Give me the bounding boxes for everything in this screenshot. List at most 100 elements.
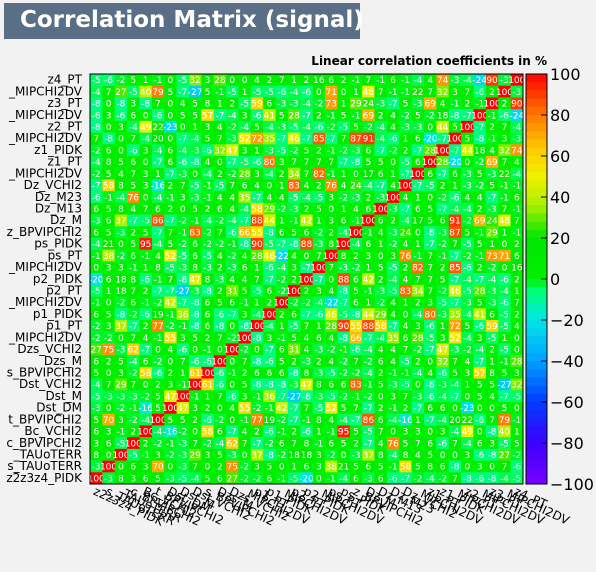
cell-value-label: 0 xyxy=(143,381,149,391)
cell-value-label: 52 xyxy=(165,252,176,262)
heatmap-cell xyxy=(226,97,239,110)
cell-value-label: -2 xyxy=(129,416,138,426)
cell-value-label: 32 xyxy=(189,76,200,86)
heatmap-cell xyxy=(102,214,116,227)
color-scale-step xyxy=(526,361,547,370)
cell-value-label: -23 xyxy=(163,123,178,133)
cell-value-label: 2 xyxy=(514,275,520,285)
heatmap-cell xyxy=(337,109,351,122)
cell-value-label: 0 xyxy=(341,451,347,461)
cell-value-label: 6 xyxy=(242,264,248,274)
cell-value-label: 6 xyxy=(130,463,136,473)
cell-value-label: -8 xyxy=(290,369,299,379)
heatmap-cell xyxy=(102,144,116,157)
heatmap-cell xyxy=(213,85,227,98)
cell-value-label: -1 xyxy=(154,334,163,344)
cell-value-label: -8 xyxy=(215,322,224,332)
cell-value-label: -2 xyxy=(215,240,224,250)
cell-value-label: -4 xyxy=(413,369,422,379)
cell-value-label: -4 xyxy=(500,287,509,297)
cell-value-label: -4 xyxy=(129,357,138,367)
cell-value-label: 4 xyxy=(267,193,273,203)
cell-value-label: -2 xyxy=(463,217,472,227)
cell-value-label: -4 xyxy=(154,193,163,203)
cell-value-label: 4 xyxy=(168,346,174,356)
heatmap-cell xyxy=(424,85,437,98)
cell-value-label: -2 xyxy=(339,369,348,379)
cell-value-label: -4 xyxy=(302,193,311,203)
heatmap-cell xyxy=(349,179,363,192)
cell-value-label: 32 xyxy=(437,357,448,367)
cell-value-label: -1 xyxy=(389,369,398,379)
cell-value-label: 4 xyxy=(118,170,124,180)
cell-value-label: -6 xyxy=(389,135,398,145)
cell-value-label: 0 xyxy=(328,205,334,215)
cell-value-label: -7 xyxy=(290,416,299,426)
cell-value-label: 2 xyxy=(267,299,273,309)
cell-value-label: -2 xyxy=(240,463,249,473)
cell-value-label: -1 xyxy=(253,392,262,402)
cell-value-label: 0 xyxy=(106,100,112,110)
color-scale-step xyxy=(526,459,547,468)
cell-value-label: -5 xyxy=(339,310,348,320)
heatmap-cell xyxy=(226,179,239,192)
cell-value-label: 0 xyxy=(180,123,186,133)
cell-value-label: -1 xyxy=(166,310,175,320)
cell-value-label: 7 xyxy=(514,299,520,309)
heatmap-cell xyxy=(485,144,499,157)
cell-value-label: 8 xyxy=(304,439,310,449)
cell-value-label: 2 xyxy=(217,463,223,473)
color-scale-step xyxy=(526,311,547,321)
cell-value-label: -7 xyxy=(351,416,360,426)
cell-value-label: -6 xyxy=(277,88,286,98)
cell-value-label: 27 xyxy=(499,451,510,461)
cell-value-label: 3 xyxy=(205,123,211,133)
cell-value-label: -3 xyxy=(463,182,472,192)
cell-value-label: 5 xyxy=(192,100,198,110)
cell-value-label: 7 xyxy=(378,428,384,438)
cell-value-label: 0 xyxy=(106,123,112,133)
cell-value-label: -5 xyxy=(314,193,323,203)
cell-value-label: -1 xyxy=(191,217,200,227)
cell-value-label: 6 xyxy=(155,205,161,215)
cell-value-label: 86 xyxy=(363,416,375,426)
cell-value-label: -1 xyxy=(500,182,509,192)
cell-value-label: -7 xyxy=(475,275,484,285)
cell-value-label: 1 xyxy=(242,88,248,98)
heatmap-cell xyxy=(386,167,400,180)
cell-value-label: 6 xyxy=(143,357,149,367)
cell-value-label: 1 xyxy=(341,170,347,180)
cell-value-label: 72 xyxy=(251,135,262,145)
heatmap-cell xyxy=(213,144,227,157)
color-scale-step xyxy=(526,393,547,403)
cell-value-label: -5 xyxy=(488,334,497,344)
cell-value-label: 100 xyxy=(397,182,414,192)
cell-value-label: -7 xyxy=(364,439,373,449)
cell-value-label: -24 xyxy=(472,76,487,86)
cell-value-label: 5 xyxy=(353,123,359,133)
cell-value-label: 76 xyxy=(326,182,338,192)
cell-value-label: -2 xyxy=(129,310,138,320)
heatmap-cell xyxy=(374,214,388,227)
heatmap-cell xyxy=(498,120,511,133)
cell-value-label: 0 xyxy=(415,381,421,391)
heatmap-cell xyxy=(114,226,128,239)
heatmap-cell xyxy=(510,85,524,98)
cell-value-label: 82 xyxy=(313,170,324,180)
heatmap-cell xyxy=(164,144,177,157)
cell-value-label: 7 xyxy=(427,88,433,98)
cell-value-label: -3 xyxy=(488,287,497,297)
cell-value-label: -2 xyxy=(116,252,125,262)
cell-value-label: 0 xyxy=(106,404,112,414)
cell-value-label: 52 xyxy=(449,334,460,344)
cell-value-label: -1 xyxy=(488,111,497,121)
heatmap-cell xyxy=(102,179,116,192)
heatmap-cell xyxy=(436,191,450,204)
cell-value-label: 8 xyxy=(341,252,347,262)
heatmap-cell xyxy=(510,132,524,145)
heatmap-cell xyxy=(424,132,437,145)
cell-value-label: -6 xyxy=(104,76,113,86)
heatmap-cell xyxy=(90,109,103,122)
cell-value-label: 1 xyxy=(316,428,322,438)
cell-value-label: 0 xyxy=(93,264,99,274)
